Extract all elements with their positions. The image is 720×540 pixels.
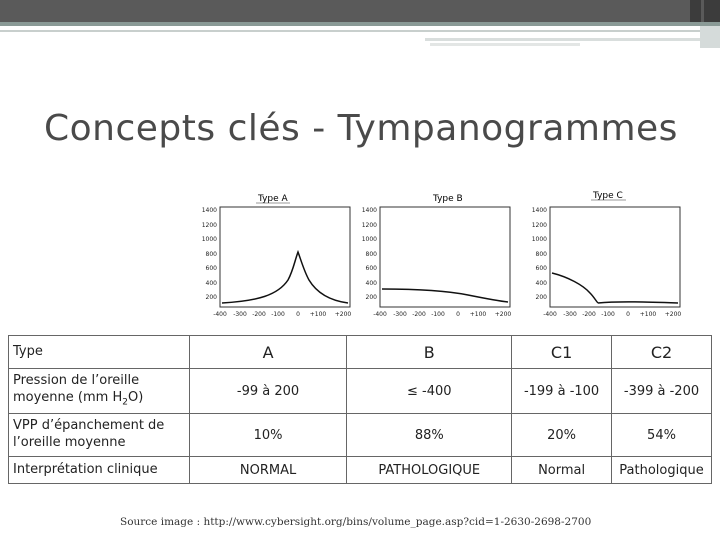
tympanogram-curve [381,288,509,303]
header-deco-line [425,38,720,41]
column-header: A [188,335,348,369]
y-tick-label: 1400 [532,207,547,214]
x-tick-label: -400 [543,311,557,318]
y-tick-label: 1000 [362,236,377,243]
y-tick-label: 800 [366,251,378,258]
table-cell: -399 à -200 [611,368,712,414]
x-tick-label: -200 [412,311,426,318]
graph-title: Type A [257,194,289,204]
tympanogram-type-b-image: Type B 1400 1200 1000 800 600 400 200 -4… [362,194,512,318]
x-tick-label: -300 [393,311,407,318]
table-cell: 20% [511,413,612,457]
x-tick-label: +200 [335,311,352,318]
x-tick-label: -200 [252,311,266,318]
y-tick-label: 1200 [532,222,547,229]
y-tick-label: 200 [536,294,548,301]
y-tick-label: 400 [366,280,378,287]
row-label-subscript: 2 [122,397,128,408]
x-tick-label: -300 [563,311,577,318]
y-tick-label: 600 [206,265,218,272]
x-tick-label: +100 [640,311,657,318]
x-tick-label: +200 [495,311,512,318]
tympanogram-type-c: Type C 1400 1200 1000 800 600 400 200 -4… [528,185,688,325]
y-tick-label: 200 [366,294,378,301]
column-header: C2 [611,335,712,369]
table-cell: ≤ -400 [346,368,513,414]
table-header-row: Type A B C1 C2 [8,335,712,369]
column-header: B [346,335,513,369]
table-cell: -99 à 200 [188,368,348,414]
y-tick-label: 600 [366,265,378,272]
table-cell: 10% [188,413,348,457]
table-cell: PATHOLOGIQUE [346,456,513,484]
y-tick-label: 400 [206,280,218,287]
x-tick-label: -400 [213,311,227,318]
tympanogram-table: Type A B C1 C2 Pression de l’oreille moy… [8,335,712,484]
type-header-label: Type [8,335,190,369]
row-label: Pression de l’oreille moyenne (mm H2O) [8,368,190,414]
x-tick-label: 0 [296,311,300,318]
x-tick-label: -100 [271,311,285,318]
x-tick-label: 0 [456,311,460,318]
header-stripe [0,22,720,26]
header-band [0,0,720,22]
table-row: Pression de l’oreille moyenne (mm H2O) -… [8,368,712,414]
x-tick-label: +100 [470,311,487,318]
tympanogram-type-b: Type B 1400 1200 1000 800 600 400 200 -4… [358,185,518,325]
x-tick-label: -100 [431,311,445,318]
row-label: Interprétation clinique [8,456,190,484]
column-header: C1 [511,335,612,369]
x-tick-label: -300 [233,311,247,318]
header-accent-block [690,0,701,22]
table-cell: 88% [346,413,513,457]
tympanogram-curve [221,249,349,304]
y-tick-label: 1000 [202,236,217,243]
slide-title: Concepts clés - Tympanogrammes [44,108,678,149]
y-tick-label: 1000 [532,236,547,243]
y-tick-label: 200 [206,294,218,301]
y-tick-label: 800 [206,251,218,258]
image-source-caption: Source image : http://www.cybersight.org… [120,516,592,528]
table-cell: NORMAL [188,456,348,484]
row-label-text-end: O) [127,389,144,405]
y-tick-label: 1200 [362,222,377,229]
x-tick-label: +100 [310,311,327,318]
graph-title: Type B [432,194,463,204]
x-tick-label: -100 [601,311,615,318]
table-cell: Pathologique [611,456,712,484]
row-label-text: Pression de l’oreille moyenne (mm H [13,372,140,405]
table-cell: 54% [611,413,712,457]
graph-title: Type C [592,191,623,201]
y-tick-label: 1400 [202,207,217,214]
header-accent-block [704,0,720,22]
header-rule [0,30,720,32]
y-tick-label: 1200 [202,222,217,229]
table-row: VPP d’épanchement de l’oreille moyenne 1… [8,413,712,457]
tympanogram-type-a-image: Type A 1400 1200 1000 800 600 400 200 -4… [202,194,352,318]
x-tick-label: 0 [626,311,630,318]
tympanogram-type-c-image: Type C 1400 1200 1000 800 600 400 200 -4… [532,191,682,318]
table-cell: Normal [511,456,612,484]
row-label: VPP d’épanchement de l’oreille moyenne [8,413,190,457]
y-tick-label: 1400 [362,207,377,214]
x-tick-label: +200 [665,311,682,318]
y-tick-label: 600 [536,265,548,272]
y-tick-label: 800 [536,251,548,258]
table-cell: -199 à -100 [511,368,612,414]
header-deco-line [430,43,580,46]
tympanogram-curve [551,272,679,304]
table-row: Interprétation clinique NORMAL PATHOLOGI… [8,456,712,484]
x-tick-label: -400 [373,311,387,318]
header-deco-block [700,26,720,48]
tympanogram-type-a: Type A 1400 1200 1000 800 600 400 200 -4… [198,185,358,325]
x-tick-label: -200 [582,311,596,318]
y-tick-label: 400 [536,280,548,287]
